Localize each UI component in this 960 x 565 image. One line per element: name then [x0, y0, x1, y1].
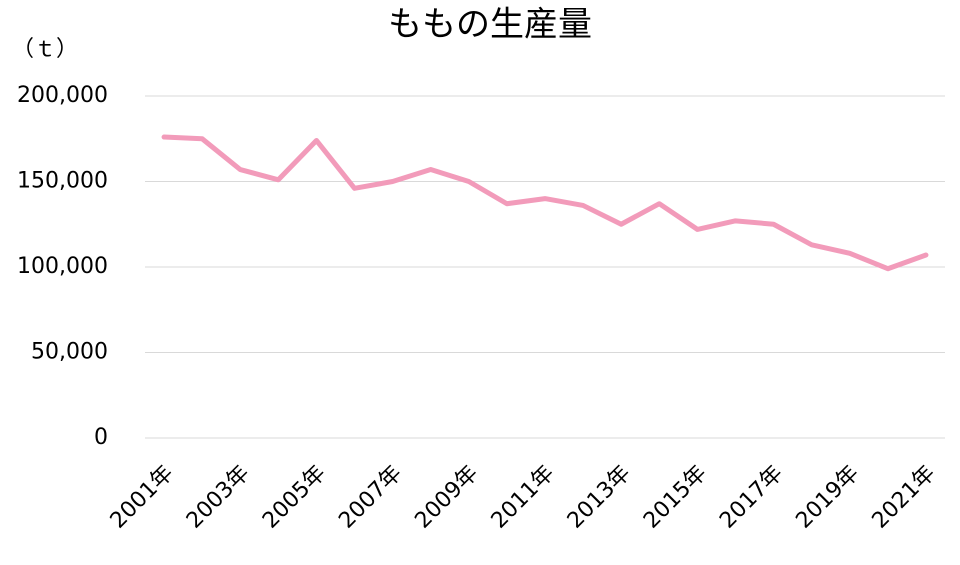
y-tick-label: 200,000 — [17, 83, 108, 108]
chart-title: ももの生産量 — [388, 5, 592, 45]
y-tick-label: 0 — [94, 425, 108, 450]
line — [161, 134, 929, 272]
x-tick-label: 2021年 — [868, 461, 941, 534]
x-tick-label: 2011年 — [487, 461, 560, 534]
x-tick-label: 2017年 — [715, 461, 788, 534]
x-tick-label: 2001年 — [106, 461, 179, 534]
x-tick-label: 2009年 — [410, 461, 483, 534]
y-tick-label: 150,000 — [17, 169, 108, 194]
x-tick-label: 2019年 — [791, 461, 864, 534]
x-tick-label: 2007年 — [334, 461, 407, 534]
y-tick-label: 50,000 — [31, 340, 108, 365]
y-unit: （ｔ） — [12, 37, 78, 62]
y-tick-label: 100,000 — [17, 254, 108, 279]
x-tick-label: 2003年 — [182, 461, 255, 534]
x-tick-label: 2005年 — [258, 461, 331, 534]
x-tick-label: 2015年 — [639, 461, 712, 534]
x-tick-label: 2013年 — [563, 461, 636, 534]
